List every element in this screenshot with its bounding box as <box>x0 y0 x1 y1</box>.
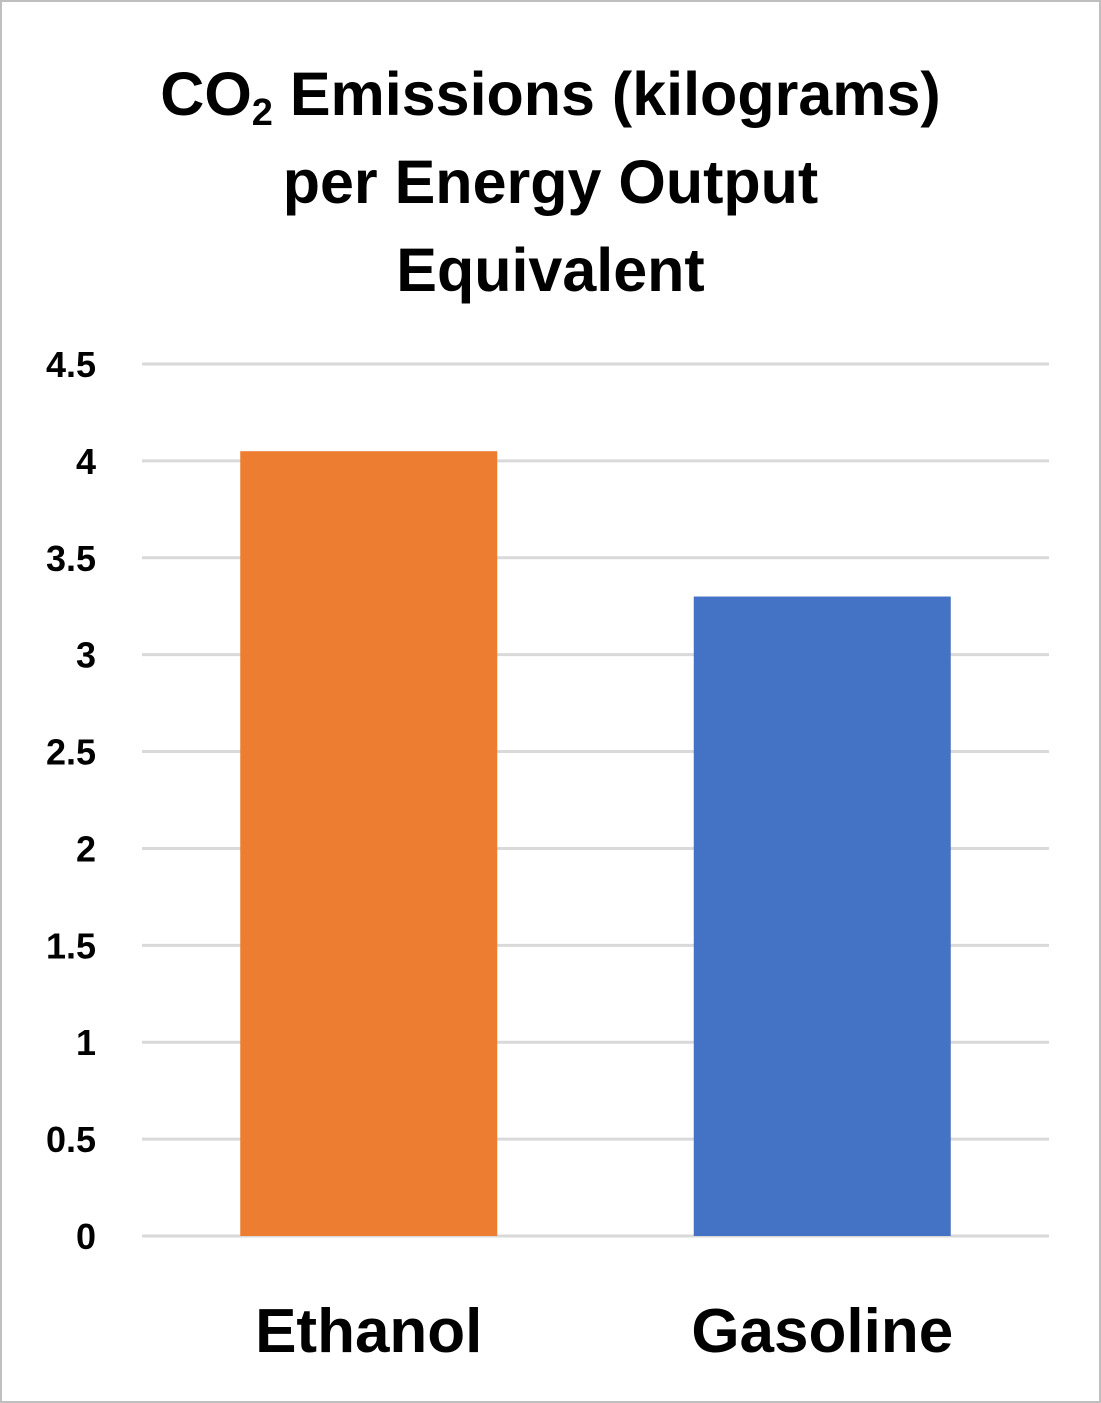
bar-gasoline <box>693 596 951 1236</box>
chart-title-line-3: Equivalent <box>396 236 705 304</box>
y-tick-label: 0 <box>76 1216 96 1257</box>
x-category-label-gasoline: Gasoline <box>691 1297 953 1366</box>
y-tick-label: 0.5 <box>46 1119 96 1160</box>
chart-title-line-2: per Energy Output <box>282 148 819 216</box>
chart-title-line-1: CO2 Emissions (kilograms) <box>160 60 941 134</box>
x-axis-category-labels: Ethanol Gasoline <box>255 1297 953 1366</box>
chart-title: CO2 Emissions (kilograms) per Energy Out… <box>0 50 1101 314</box>
y-tick-label: 2.5 <box>46 732 96 773</box>
y-tick-label: 1 <box>76 1022 96 1063</box>
y-tick-label: 4 <box>76 441 96 482</box>
y-tick-label: 3.5 <box>46 538 96 579</box>
y-tick-label: 1.5 <box>46 925 96 966</box>
x-category-label-ethanol: Ethanol <box>255 1297 482 1366</box>
y-tick-label: 3 <box>76 635 96 676</box>
y-axis-tick-labels: 0 0.5 1 1.5 2 2.5 3 3.5 4 4.5 <box>46 344 96 1257</box>
y-tick-label: 4.5 <box>46 344 96 385</box>
y-tick-label: 2 <box>76 828 96 869</box>
chart-title-subscript: 2 <box>251 92 273 134</box>
bar-ethanol <box>240 451 498 1236</box>
bars <box>240 451 951 1236</box>
